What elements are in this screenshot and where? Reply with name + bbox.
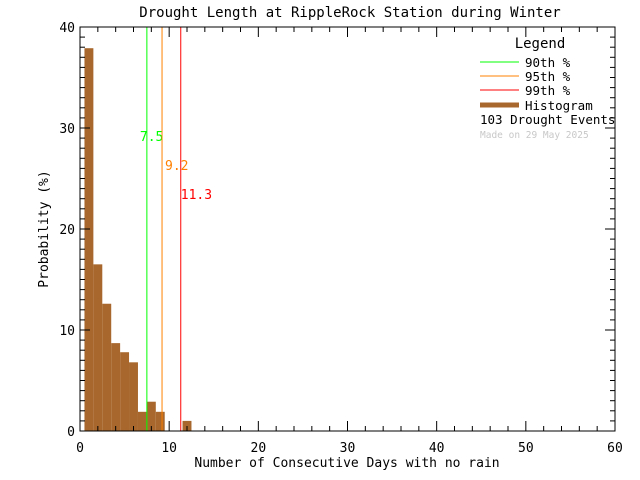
percentile-label: 7.5 bbox=[140, 130, 163, 145]
histogram-bar bbox=[120, 352, 130, 431]
histogram-bar bbox=[111, 343, 121, 431]
histogram-bar bbox=[182, 420, 192, 431]
legend-label: 90th % bbox=[525, 55, 571, 70]
y-axis-label: Probability (%) bbox=[37, 170, 52, 287]
x-tick-label: 20 bbox=[251, 441, 267, 456]
histogram-bar bbox=[129, 362, 138, 431]
x-tick-label: 60 bbox=[607, 441, 623, 456]
x-tick-label: 0 bbox=[76, 441, 84, 456]
legend-label: 99th % bbox=[525, 83, 571, 98]
histogram-bar bbox=[137, 411, 147, 431]
histogram-bar bbox=[93, 264, 103, 431]
histogram-bar bbox=[84, 48, 94, 432]
y-tick-label: 0 bbox=[67, 425, 75, 440]
histogram-bar bbox=[155, 411, 165, 431]
percentile-label: 9.2 bbox=[165, 159, 188, 174]
legend-label: 95th % bbox=[525, 69, 571, 84]
legend-histogram-label: Histogram bbox=[525, 98, 593, 113]
chart-title: Drought Length at RippleRock Station dur… bbox=[139, 5, 560, 21]
legend-event-count: 103 Drought Events bbox=[480, 112, 615, 127]
y-tick-label: 10 bbox=[59, 324, 75, 339]
x-tick-label: 30 bbox=[340, 441, 356, 456]
x-tick-label: 40 bbox=[429, 441, 445, 456]
y-tick-label: 20 bbox=[59, 223, 75, 238]
histogram-bar bbox=[102, 303, 112, 431]
x-axis-label: Number of Consecutive Days with no rain bbox=[194, 456, 499, 471]
legend-title: Legend bbox=[515, 36, 566, 52]
y-tick-label: 40 bbox=[59, 21, 75, 36]
made-on-note: Made on 29 May 2025 bbox=[480, 130, 589, 141]
percentile-label: 11.3 bbox=[181, 188, 212, 203]
y-tick-label: 30 bbox=[59, 122, 75, 137]
x-tick-label: 10 bbox=[161, 441, 177, 456]
histogram-bar bbox=[146, 401, 156, 431]
x-tick-label: 50 bbox=[518, 441, 534, 456]
legend: Legend 90th %95th %99th % Histogram 103 … bbox=[480, 36, 615, 141]
